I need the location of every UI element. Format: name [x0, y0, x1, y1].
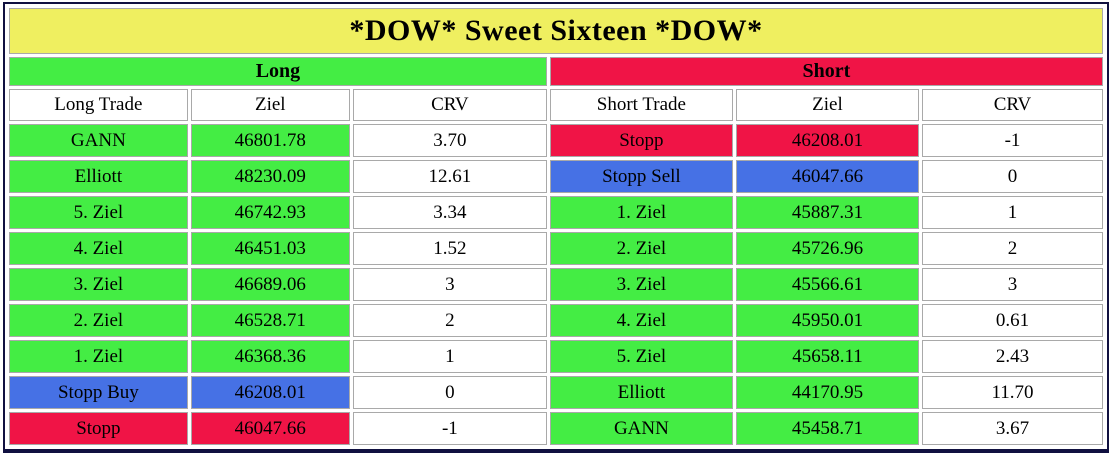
long-trade-cell: 3. Ziel: [9, 268, 188, 301]
short-trade-cell: 1. Ziel: [549, 196, 733, 229]
short-trade-cell: 3. Ziel: [549, 268, 733, 301]
table-row: 2. Ziel 46528.71 2 4. Ziel 45950.01 0.61: [9, 304, 1103, 337]
page-title: *DOW* Sweet Sixteen *DOW*: [9, 8, 1103, 54]
short-ziel-cell: 44170.95: [735, 376, 920, 409]
long-ziel-cell: 46451.03: [190, 232, 350, 265]
section-header-short: Short: [549, 57, 1103, 86]
sweet-sixteen-table: *DOW* Sweet Sixteen *DOW* Long Short Lon…: [6, 5, 1106, 448]
long-crv-cell: 2: [352, 304, 547, 337]
section-header-row: Long Short: [9, 57, 1103, 86]
long-trade-cell: 1. Ziel: [9, 340, 188, 373]
long-ziel-cell: 46742.93: [190, 196, 350, 229]
long-crv-cell: 12.61: [352, 160, 547, 193]
short-ziel-cell: 45887.31: [735, 196, 920, 229]
short-ziel-cell: 45726.96: [735, 232, 920, 265]
short-crv-cell: 1: [922, 196, 1103, 229]
long-trade-cell: GANN: [9, 124, 188, 157]
long-ziel-cell: 46368.36: [190, 340, 350, 373]
column-header-short-ziel: Ziel: [735, 89, 920, 121]
table-row: GANN 46801.78 3.70 Stopp 46208.01 -1: [9, 124, 1103, 157]
column-header-long-trade: Long Trade: [9, 89, 188, 121]
long-crv-cell: 0: [352, 376, 547, 409]
table-row: 5. Ziel 46742.93 3.34 1. Ziel 45887.31 1: [9, 196, 1103, 229]
short-crv-cell: 0.61: [922, 304, 1103, 337]
long-crv-cell: 3: [352, 268, 547, 301]
short-crv-cell: 11.70: [922, 376, 1103, 409]
long-trade-cell: Stopp Buy: [9, 376, 188, 409]
column-header-row: Long Trade Ziel CRV Short Trade Ziel CRV: [9, 89, 1103, 121]
short-trade-cell: Elliott: [549, 376, 733, 409]
long-trade-cell: 5. Ziel: [9, 196, 188, 229]
long-trade-cell: 4. Ziel: [9, 232, 188, 265]
long-trade-cell: 2. Ziel: [9, 304, 188, 337]
long-trade-cell: Stopp: [9, 412, 188, 445]
column-header-short-trade: Short Trade: [549, 89, 733, 121]
long-ziel-cell: 46801.78: [190, 124, 350, 157]
short-ziel-cell: 46208.01: [735, 124, 920, 157]
column-header-short-crv: CRV: [922, 89, 1103, 121]
short-trade-cell: Stopp: [549, 124, 733, 157]
long-ziel-cell: 46208.01: [190, 376, 350, 409]
table-body: GANN 46801.78 3.70 Stopp 46208.01 -1 Elliott 48…: [9, 124, 1103, 445]
long-ziel-cell: 46047.66: [190, 412, 350, 445]
table-row: Elliott 48230.09 12.61 Stopp Sell 46047.66 0: [9, 160, 1103, 193]
long-trade-cell: Elliott: [9, 160, 188, 193]
short-crv-cell: 3.67: [922, 412, 1103, 445]
short-ziel-cell: 45566.61: [735, 268, 920, 301]
column-header-long-ziel: Ziel: [190, 89, 350, 121]
short-crv-cell: -1: [922, 124, 1103, 157]
short-trade-cell: Stopp Sell: [549, 160, 733, 193]
short-crv-cell: 0: [922, 160, 1103, 193]
long-crv-cell: -1: [352, 412, 547, 445]
long-ziel-cell: 46528.71: [190, 304, 350, 337]
short-trade-cell: 2. Ziel: [549, 232, 733, 265]
short-ziel-cell: 46047.66: [735, 160, 920, 193]
table-row: 4. Ziel 46451.03 1.52 2. Ziel 45726.96 2: [9, 232, 1103, 265]
short-crv-cell: 2: [922, 232, 1103, 265]
long-crv-cell: 3.70: [352, 124, 547, 157]
short-ziel-cell: 45950.01: [735, 304, 920, 337]
table-row: Stopp 46047.66 -1 GANN 45458.71 3.67: [9, 412, 1103, 445]
table-row: 1. Ziel 46368.36 1 5. Ziel 45658.11 2.43: [9, 340, 1103, 373]
short-trade-cell: GANN: [549, 412, 733, 445]
short-ziel-cell: 45658.11: [735, 340, 920, 373]
long-crv-cell: 1: [352, 340, 547, 373]
long-crv-cell: 3.34: [352, 196, 547, 229]
short-ziel-cell: 45458.71: [735, 412, 920, 445]
short-trade-cell: 4. Ziel: [549, 304, 733, 337]
dow-table-frame: *DOW* Sweet Sixteen *DOW* Long Short Lon…: [3, 2, 1109, 453]
title-row: *DOW* Sweet Sixteen *DOW*: [9, 8, 1103, 54]
short-trade-cell: 5. Ziel: [549, 340, 733, 373]
short-crv-cell: 3: [922, 268, 1103, 301]
long-ziel-cell: 46689.06: [190, 268, 350, 301]
long-crv-cell: 1.52: [352, 232, 547, 265]
column-header-long-crv: CRV: [352, 89, 547, 121]
short-crv-cell: 2.43: [922, 340, 1103, 373]
section-header-long: Long: [9, 57, 547, 86]
table-row: Stopp Buy 46208.01 0 Elliott 44170.95 11.70: [9, 376, 1103, 409]
long-ziel-cell: 48230.09: [190, 160, 350, 193]
table-row: 3. Ziel 46689.06 3 3. Ziel 45566.61 3: [9, 268, 1103, 301]
